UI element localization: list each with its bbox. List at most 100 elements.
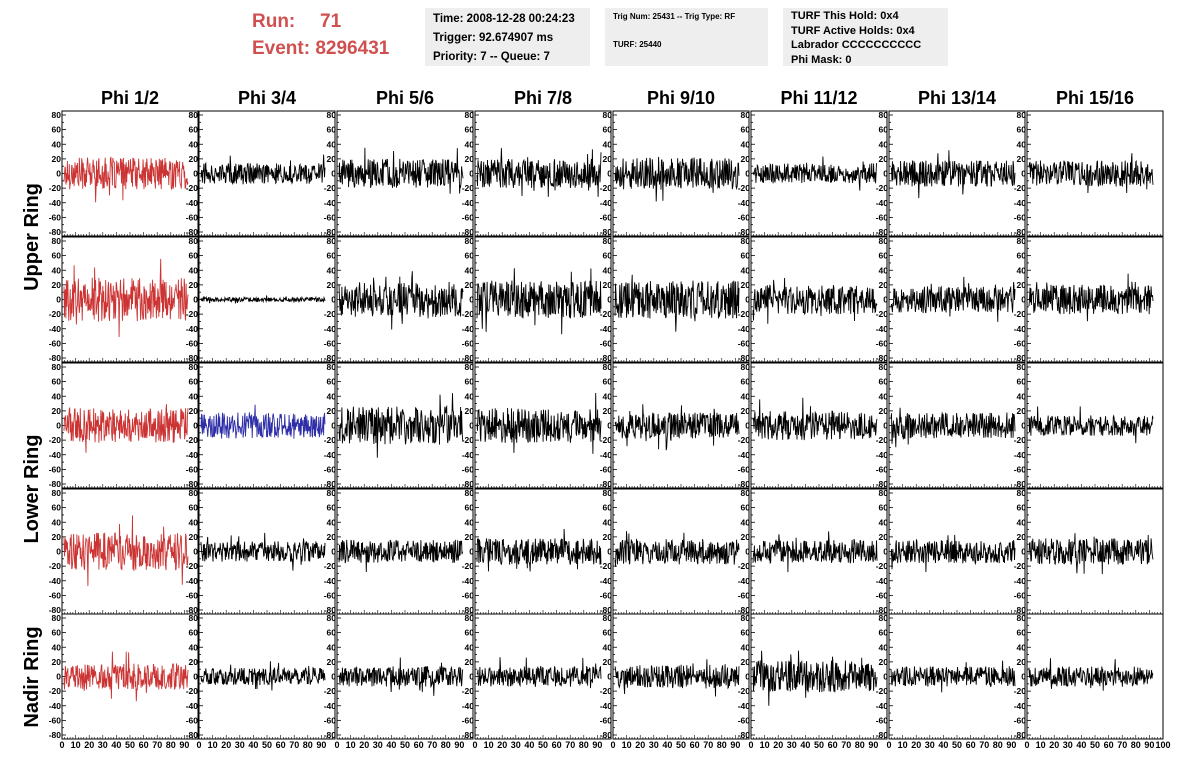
- column-title: Phi 3/4: [238, 88, 296, 108]
- y-tick-label: -20: [600, 183, 613, 193]
- y-tick-label: -20: [324, 183, 337, 193]
- x-tick-label: 40: [662, 740, 672, 750]
- panel-frame: [888, 362, 1026, 489]
- y-tick-label: -40: [1014, 324, 1027, 334]
- y-tick-label: 0: [56, 295, 61, 305]
- y-tick-label: -60: [324, 715, 337, 725]
- y-tick-label: -40: [49, 701, 62, 711]
- column-title: Phi 5/6: [376, 88, 434, 108]
- y-tick-label: -60: [600, 715, 613, 725]
- x-tick-label: 60: [139, 740, 149, 750]
- y-tick-label: 20: [603, 154, 613, 164]
- waveform-panel: 80 60 40 20 0 -20 -40 -60 -80: [876, 362, 1026, 489]
- y-tick-label: -40: [600, 450, 613, 460]
- y-tick-label: -60: [186, 715, 199, 725]
- y-tick-label: 0: [469, 672, 474, 682]
- y-tick-label: -60: [738, 590, 751, 600]
- y-tick-label: -80: [1014, 227, 1027, 237]
- y-tick-label: -40: [186, 198, 199, 208]
- waveform-panel: 80 60 40 20 0 -20 -40 -60 -80: [462, 488, 612, 615]
- y-tick-label: -80: [600, 227, 613, 237]
- y-tick-label: 80: [879, 613, 889, 623]
- y-tick-label: -40: [876, 576, 889, 586]
- y-tick-label: -60: [462, 338, 475, 348]
- y-tick-label: 20: [189, 280, 199, 290]
- y-tick-label: -40: [324, 701, 337, 711]
- waveform-trace: [476, 148, 602, 197]
- y-tick-label: 60: [741, 377, 751, 387]
- y-tick-label: 40: [189, 642, 199, 652]
- y-tick-label: 80: [52, 110, 62, 120]
- y-tick-label: 60: [603, 251, 613, 261]
- x-tick-label: 90: [1144, 740, 1154, 750]
- turf-text: TURF: 25440: [613, 40, 662, 49]
- turf-info-box: TURF This Hold: 0x4 TURF Active Holds: 0…: [783, 8, 948, 66]
- waveform-trace: [338, 393, 464, 458]
- y-tick-label: -60: [1014, 464, 1027, 474]
- x-tick-label: 0: [1024, 740, 1029, 750]
- waveform-trace: [200, 404, 326, 439]
- x-tick-label: 30: [235, 740, 245, 750]
- y-tick-label: -20: [738, 686, 751, 696]
- x-tick-label: 30: [925, 740, 935, 750]
- y-tick-label: -20: [876, 183, 889, 193]
- y-tick-label: -40: [738, 324, 751, 334]
- waveform-trace: [63, 156, 189, 203]
- y-tick-label: 60: [1017, 125, 1027, 135]
- y-tick-label: -40: [738, 198, 751, 208]
- x-tick-label: 60: [414, 740, 424, 750]
- y-tick-label: 80: [1017, 110, 1027, 120]
- y-tick-label: -60: [186, 212, 199, 222]
- y-tick-label: -80: [1014, 479, 1027, 489]
- y-tick-label: 80: [52, 613, 62, 623]
- y-tick-label: -20: [738, 183, 751, 193]
- y-tick-label: 80: [52, 362, 62, 372]
- waveform-panel: 80 60 40 20 0 -20 -40 -60 -80: [324, 488, 474, 615]
- y-tick-label: 0: [1021, 672, 1026, 682]
- waveform-panel: 80 60 40 20 0 -20 -40 -60 -80: [738, 362, 888, 489]
- y-tick-label: 40: [465, 391, 475, 401]
- x-tick-label: 60: [828, 740, 838, 750]
- y-tick-label: -60: [738, 212, 751, 222]
- x-tick-label: 40: [111, 740, 121, 750]
- y-tick-label: -20: [49, 435, 62, 445]
- x-tick-label: 30: [649, 740, 659, 750]
- y-tick-label: 20: [741, 532, 751, 542]
- y-tick-label: -80: [462, 605, 475, 615]
- waveform-trace: [63, 515, 189, 587]
- y-tick-label: 0: [883, 547, 888, 557]
- waveform-trace: [890, 276, 1016, 322]
- y-tick-label: 40: [465, 517, 475, 527]
- y-tick-label: -80: [49, 353, 62, 363]
- time-text: Time: 2008-12-28 00:24:23: [433, 13, 575, 25]
- y-tick-label: 40: [741, 265, 751, 275]
- waveform-trace: [338, 271, 464, 330]
- y-tick-label: -40: [600, 198, 613, 208]
- y-tick-label: -80: [600, 479, 613, 489]
- y-tick-label: -20: [186, 309, 199, 319]
- y-tick-label: 60: [189, 503, 199, 513]
- x-tick-label: 50: [125, 740, 135, 750]
- waveform-trace: [1028, 658, 1154, 691]
- column-title: Phi 7/8: [514, 88, 572, 108]
- y-tick-label: -40: [738, 450, 751, 460]
- y-tick-label: -20: [738, 561, 751, 571]
- x-tick-label: 60: [552, 740, 562, 750]
- y-tick-label: 80: [1017, 613, 1027, 623]
- y-tick-label: 80: [879, 488, 889, 498]
- y-tick-label: 40: [1017, 139, 1027, 149]
- x-tick-label: 40: [938, 740, 948, 750]
- column-title: Phi 13/14: [918, 88, 996, 108]
- y-tick-label: 0: [607, 421, 612, 431]
- waveform-panel: 80 60 40 20 0 -20 -40 -60 -80: [600, 110, 750, 237]
- y-tick-label: -40: [876, 450, 889, 460]
- x-tick-label: 80: [1131, 740, 1141, 750]
- y-tick-label: 40: [1017, 642, 1027, 652]
- waveform-trace: [200, 154, 326, 186]
- column-title: Phi 11/12: [780, 88, 857, 108]
- y-tick-label: -60: [186, 464, 199, 474]
- y-tick-label: 0: [331, 547, 336, 557]
- y-tick-label: -20: [876, 435, 889, 445]
- y-tick-label: 60: [465, 503, 475, 513]
